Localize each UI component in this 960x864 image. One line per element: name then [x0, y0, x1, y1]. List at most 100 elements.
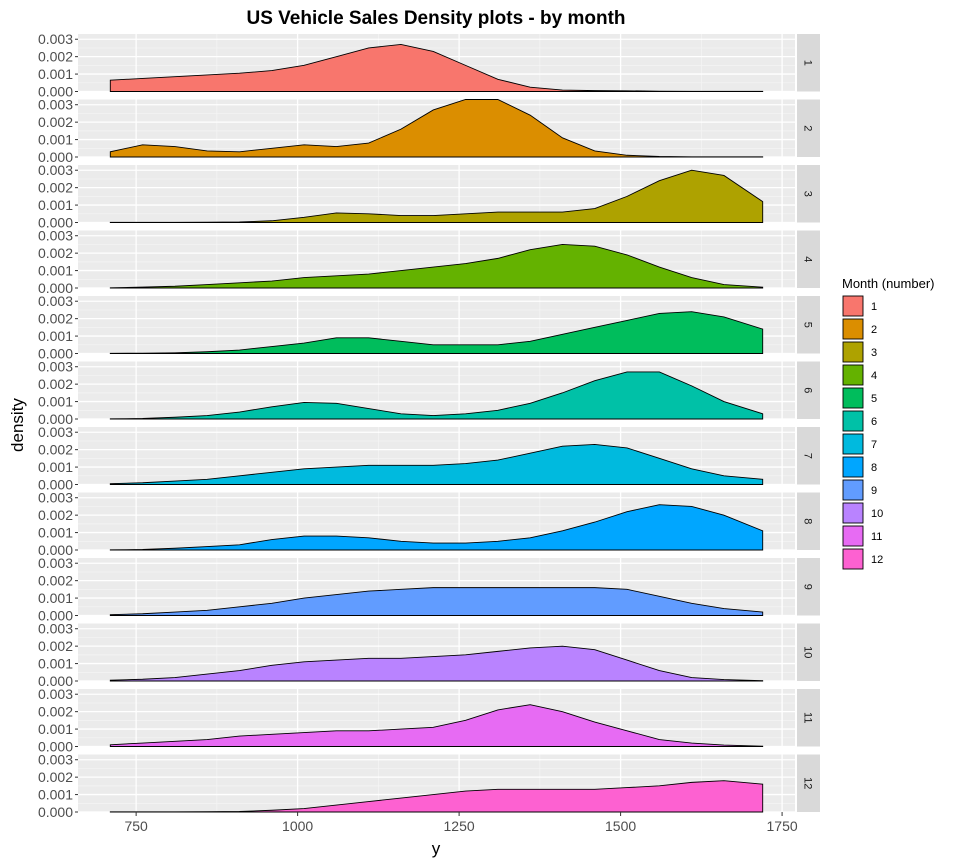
facet-strip: [797, 99, 820, 157]
facet-strip: [797, 492, 820, 550]
y-tick-label: 0.002: [38, 507, 73, 523]
density-area-month-7: [109, 443, 764, 485]
y-tick-label: 0.002: [38, 573, 73, 589]
x-tick-label: 1250: [444, 818, 475, 834]
legend-item-12: 12: [842, 548, 883, 570]
y-tick-label: 0.001: [38, 132, 73, 148]
facet-strip: [797, 558, 820, 616]
facet-strip: [797, 296, 820, 354]
density-area-month-5: [109, 311, 764, 354]
legend-key: [842, 341, 864, 363]
y-tick-label: 0.002: [38, 245, 73, 261]
legend-item-5: 5: [842, 387, 877, 409]
facet-strip-label: 12: [802, 777, 814, 789]
density-area-month-1: [109, 43, 764, 92]
legend-label: 2: [871, 324, 877, 336]
chart-title: US Vehicle Sales Density plots - by mont…: [246, 8, 625, 29]
legend-item-10: 10: [842, 502, 883, 524]
facet-strip: [797, 623, 820, 681]
y-tick-label: 0.002: [38, 769, 73, 785]
x-tick-label: 1750: [767, 818, 798, 834]
facet-strip-label: 11: [802, 712, 814, 723]
x-axis: 750 1000 1250 1500 1750: [124, 812, 798, 834]
y-tick-label: 0.003: [38, 621, 73, 637]
facet-strip: [797, 34, 820, 92]
legend-item-8: 8: [842, 456, 877, 478]
legend-item-4: 4: [842, 364, 877, 386]
legend-label: 4: [871, 370, 877, 382]
x-tick-label: 1500: [605, 818, 636, 834]
y-tick-label: 0.003: [38, 31, 73, 47]
y-tick-label: 0.002: [38, 376, 73, 392]
density-area-month-2: [109, 99, 764, 158]
y-tick-label: 0.003: [38, 359, 73, 375]
density-area-month-12: [109, 780, 764, 813]
y-tick-label: 0.003: [38, 752, 73, 768]
legend-item-3: 3: [842, 341, 877, 363]
y-tick-label: 0.002: [38, 638, 73, 654]
y-tick-label: 0.001: [38, 656, 73, 672]
x-axis-title: y: [432, 839, 441, 858]
y-tick-label: 0.003: [38, 424, 73, 440]
y-tick-label: 0.003: [38, 228, 73, 244]
facet-strip: [797, 165, 820, 223]
facet-strip: [797, 427, 820, 485]
y-tick-label: 0.000: [38, 673, 73, 689]
legend-key: [842, 410, 864, 432]
y-tick-label: 0.001: [38, 263, 73, 279]
y-tick-label: 0.003: [38, 686, 73, 702]
facet-strip-label: 5: [802, 322, 814, 328]
facet-strip-label: 3: [802, 191, 814, 197]
density-area-month-4: [109, 243, 764, 289]
legend-label: 1: [871, 301, 877, 313]
y-tick-label: 0.003: [38, 162, 73, 178]
legend-item-11: 11: [842, 525, 882, 547]
legend-item-1: 1: [842, 295, 877, 317]
legend-item-7: 7: [842, 433, 877, 455]
legend-item-9: 9: [842, 479, 877, 501]
y-tick-label: 0.000: [38, 477, 73, 493]
legend-key: [842, 502, 864, 524]
density-area-month-10: [109, 645, 764, 682]
legend-key: [842, 364, 864, 386]
y-tick-label: 0.003: [38, 293, 73, 309]
legend-key: [842, 525, 864, 547]
y-tick-label: 0.000: [38, 608, 73, 624]
legend-key: [842, 295, 864, 317]
legend-label: 5: [871, 393, 877, 405]
legend-key: [842, 433, 864, 455]
facet-strip-label: 9: [802, 584, 814, 590]
legend-item-2: 2: [842, 318, 877, 340]
facet-strip-label: 1: [802, 60, 814, 66]
y-tick-label: 0.000: [38, 346, 73, 362]
legend-label: 7: [871, 439, 877, 451]
density-area-month-8: [109, 504, 764, 551]
legend-label: 6: [871, 416, 877, 428]
y-tick-label: 0.000: [38, 804, 73, 820]
legend-key: [842, 387, 864, 409]
facet-strip-label: 6: [802, 387, 814, 393]
facet-panels: 0.0000.0010.0020.00310.0000.0010.0020.00…: [38, 31, 820, 820]
y-tick-label: 0.003: [38, 490, 73, 506]
facet-strip-label: 10: [802, 646, 814, 658]
y-tick-label: 0.000: [38, 149, 73, 165]
legend-label: 8: [871, 462, 877, 474]
legend-key: [842, 456, 864, 478]
legend-key: [842, 548, 864, 570]
y-tick-label: 0.000: [38, 411, 73, 427]
y-tick-label: 0.002: [38, 311, 73, 327]
density-area-month-11: [109, 704, 764, 747]
x-tick-label: 750: [124, 818, 148, 834]
y-tick-label: 0.003: [38, 555, 73, 571]
facet-strip: [797, 754, 820, 812]
